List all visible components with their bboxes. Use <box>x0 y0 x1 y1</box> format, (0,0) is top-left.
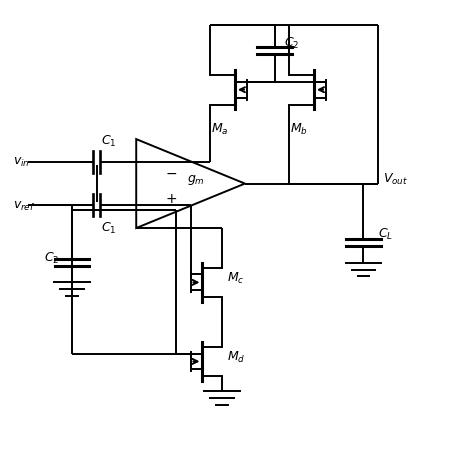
Text: $C_2$: $C_2$ <box>45 250 60 266</box>
Text: $C_1$: $C_1$ <box>100 133 116 148</box>
Text: $v_{in}$: $v_{in}$ <box>13 156 29 169</box>
Text: $-$: $-$ <box>165 165 177 179</box>
Text: $C_2$: $C_2$ <box>284 36 300 51</box>
Text: $M_d$: $M_d$ <box>227 349 246 364</box>
Text: $C_L$: $C_L$ <box>378 226 393 241</box>
Text: $M_a$: $M_a$ <box>211 122 229 137</box>
Text: $V_{out}$: $V_{out}$ <box>383 172 409 187</box>
Text: $+$: $+$ <box>165 192 177 206</box>
Text: $M_b$: $M_b$ <box>290 122 308 137</box>
Text: $g_m$: $g_m$ <box>187 172 204 186</box>
Text: $M_c$: $M_c$ <box>227 270 245 285</box>
Text: $v_{ref}$: $v_{ref}$ <box>13 200 35 213</box>
Text: $C_1$: $C_1$ <box>100 220 116 235</box>
